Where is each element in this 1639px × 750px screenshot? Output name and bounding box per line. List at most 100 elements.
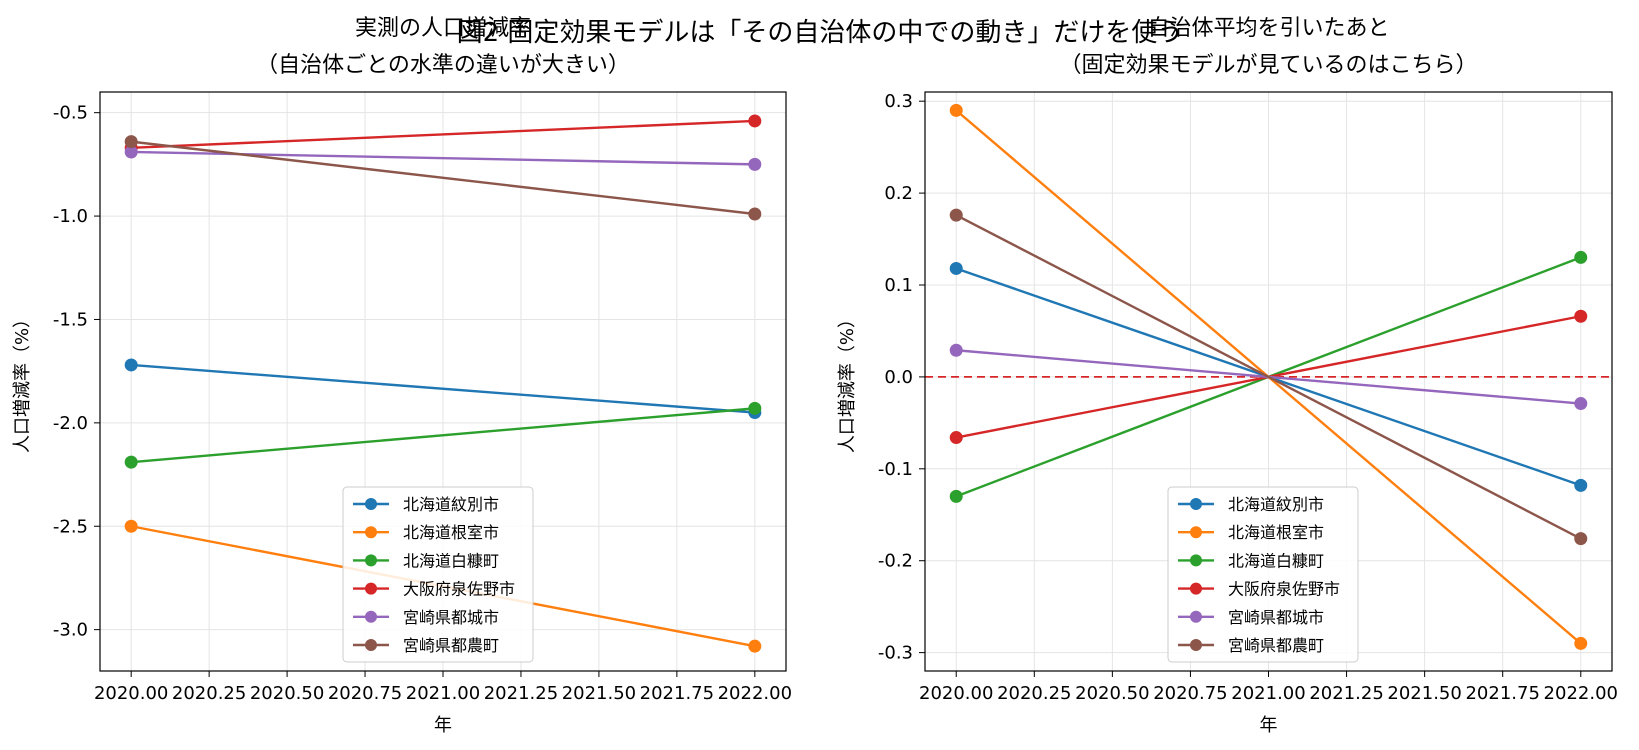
y-tick-label: -0.3 bbox=[878, 643, 913, 664]
x-tick-label: 2020.00 bbox=[94, 683, 168, 704]
legend-swatch-marker bbox=[1190, 554, 1202, 567]
legend-swatch-marker bbox=[365, 498, 377, 510]
series-line bbox=[131, 363, 755, 414]
y-tick-label: -1.0 bbox=[53, 206, 88, 227]
y-tick-label: -0.5 bbox=[53, 103, 88, 124]
figure-suptitle: 図2 固定効果モデルは「その自治体の中での動き」だけを使う bbox=[457, 18, 1184, 48]
y-tick-label: -3.0 bbox=[53, 620, 88, 641]
y-tick-label: 0.1 bbox=[884, 275, 913, 296]
y-tick-label: -1.5 bbox=[53, 309, 88, 330]
data-point bbox=[748, 401, 762, 415]
y-tick-label: -2.5 bbox=[53, 516, 88, 537]
chart-panel-left: 2020.00 2020.25 2020.50 2020.75 2021.00 2021.… bbox=[12, 16, 792, 736]
legend-entry: 北海道根室市 bbox=[403, 523, 499, 542]
legend-box bbox=[1167, 486, 1359, 663]
series-line bbox=[131, 407, 755, 464]
legend-entry: 大阪府泉佐野市 bbox=[1228, 580, 1340, 599]
y-tick-label: -0.1 bbox=[878, 459, 913, 480]
x-axis-label: 年 bbox=[434, 715, 452, 736]
data-point bbox=[748, 207, 762, 221]
x-tick-label: 2021.00 bbox=[406, 683, 480, 704]
data-point bbox=[949, 431, 963, 445]
x-tick-label: 2021.75 bbox=[1465, 683, 1539, 704]
data-point bbox=[1574, 532, 1588, 546]
grid-lines bbox=[925, 92, 1612, 671]
data-point bbox=[748, 157, 762, 171]
data-point bbox=[1574, 397, 1588, 411]
legend-swatch-marker bbox=[1190, 582, 1202, 595]
legend-entry: 北海道紋別市 bbox=[403, 495, 499, 514]
legend-swatch-marker bbox=[365, 554, 377, 567]
data-point bbox=[124, 135, 138, 149]
x-tick-label: 2021.00 bbox=[1231, 683, 1305, 704]
y-tick-label: 0.2 bbox=[884, 183, 913, 204]
data-point bbox=[748, 639, 762, 653]
x-tick-label: 2020.50 bbox=[250, 683, 324, 704]
legend-entry: 宮崎県都農町 bbox=[1228, 636, 1324, 655]
x-axis-label: 年 bbox=[1260, 715, 1278, 736]
chart-title-line-1: （固定効果モデルが見ているのはこちら） bbox=[1059, 53, 1477, 78]
x-tick-label: 2021.75 bbox=[640, 683, 714, 704]
chart-title-line-1: （自治体ごとの水準の違いが大きい） bbox=[256, 53, 630, 78]
legend-swatch-marker bbox=[365, 582, 377, 595]
x-tick-label: 2020.75 bbox=[328, 683, 402, 704]
data-point bbox=[1574, 636, 1588, 650]
legend-box bbox=[342, 486, 534, 663]
series-5 bbox=[949, 208, 1588, 546]
y-tick-label: -2.0 bbox=[53, 413, 88, 434]
legend-entry: 宮崎県都城市 bbox=[403, 608, 499, 627]
data-point bbox=[949, 103, 963, 117]
chart-title-line-0: 自治体平均を引いたあと bbox=[1147, 16, 1389, 41]
data-point bbox=[949, 489, 963, 503]
legend-entry: 北海道白糠町 bbox=[1228, 551, 1324, 570]
y-axis-label: 人口増減率（%） bbox=[12, 310, 33, 453]
data-point bbox=[1574, 309, 1588, 323]
x-tick-label: 2020.75 bbox=[1153, 683, 1227, 704]
legend-swatch-marker bbox=[1190, 498, 1202, 510]
data-point bbox=[949, 261, 963, 275]
x-tick-label: 2022.00 bbox=[718, 683, 792, 704]
legend-swatch-marker bbox=[1190, 639, 1202, 651]
x-tick-label: 2021.25 bbox=[484, 683, 558, 704]
chart-title-line-0: 実測の人口増減率 bbox=[355, 16, 531, 41]
legend-entry: 北海道根室市 bbox=[1228, 523, 1324, 542]
legend-swatch-marker bbox=[1190, 526, 1202, 539]
data-point bbox=[124, 519, 138, 533]
legend-entry: 宮崎県都農町 bbox=[403, 636, 499, 655]
series-line bbox=[131, 119, 755, 150]
series-5 bbox=[124, 135, 762, 221]
x-tick-label: 2020.25 bbox=[172, 683, 246, 704]
legend-entry: 宮崎県都城市 bbox=[1228, 608, 1324, 627]
y-tick-label: 0.3 bbox=[884, 91, 913, 112]
y-tick-label: 0.0 bbox=[884, 367, 913, 388]
x-tick-label: 2021.50 bbox=[1387, 683, 1461, 704]
data-point bbox=[748, 114, 762, 128]
data-point bbox=[949, 343, 963, 357]
x-tick-label: 2021.25 bbox=[1309, 683, 1383, 704]
y-axis-label: 人口増減率（%） bbox=[837, 310, 858, 453]
x-tick-label: 2021.50 bbox=[562, 683, 636, 704]
x-tick-label: 2022.00 bbox=[1544, 683, 1618, 704]
legend-entry: 北海道紋別市 bbox=[1228, 495, 1324, 514]
series-line bbox=[955, 214, 1582, 540]
x-tick-label: 2020.00 bbox=[919, 683, 993, 704]
chart-panel-right: 2020.00 2020.25 2020.50 2020.75 2021.00 2021.… bbox=[837, 16, 1618, 736]
data-point bbox=[949, 208, 963, 222]
legend-entry: 北海道白糠町 bbox=[403, 551, 499, 570]
legend-swatch-marker bbox=[365, 526, 377, 539]
series-line bbox=[131, 140, 755, 216]
y-tick-label: -0.2 bbox=[878, 551, 913, 572]
legend-swatch-marker bbox=[365, 610, 377, 623]
data-point bbox=[124, 145, 138, 159]
data-point bbox=[1574, 250, 1588, 264]
legend-swatch-marker bbox=[1190, 610, 1202, 623]
legend-swatch-marker bbox=[365, 639, 377, 651]
legend-entry: 大阪府泉佐野市 bbox=[403, 580, 515, 599]
x-tick-label: 2020.50 bbox=[1075, 683, 1149, 704]
data-point bbox=[124, 455, 138, 469]
series-2 bbox=[124, 401, 762, 469]
data-point bbox=[124, 358, 138, 372]
